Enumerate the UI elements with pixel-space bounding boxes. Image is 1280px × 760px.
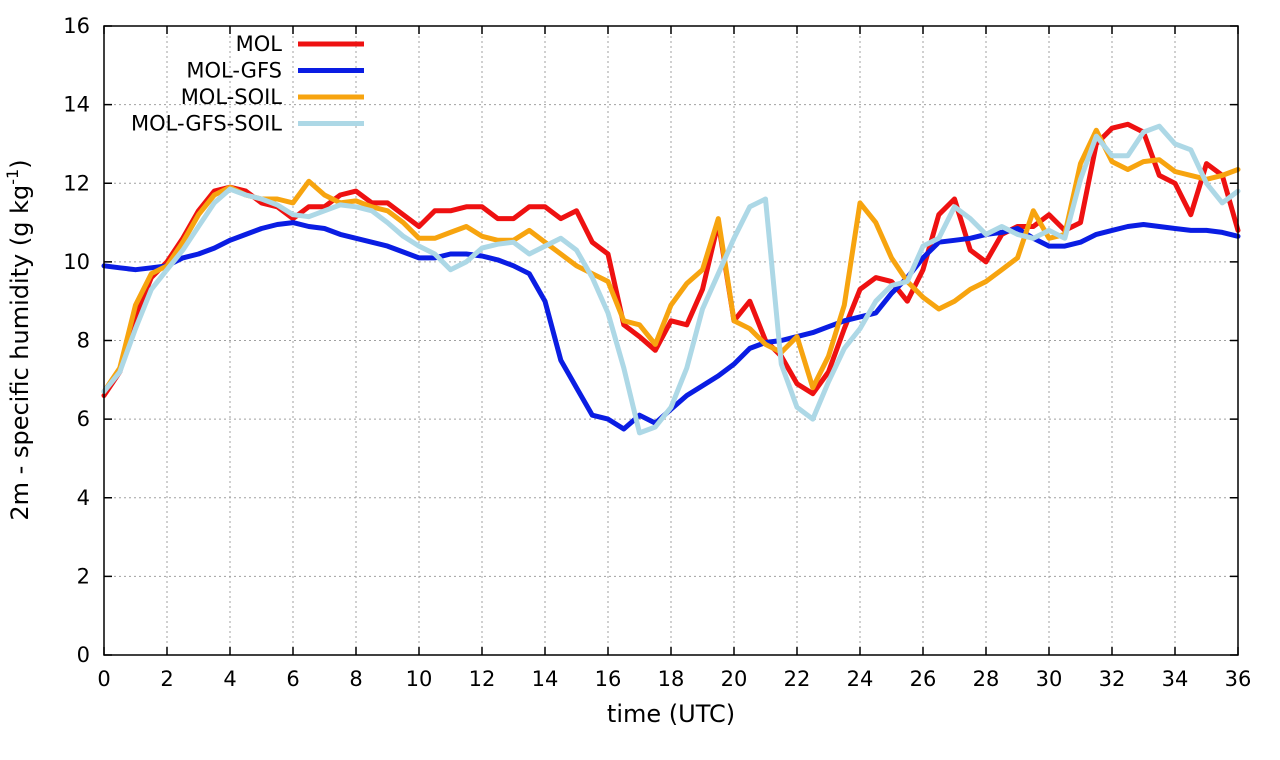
legend-label-mol-gfs: MOL-GFS <box>186 59 282 83</box>
x-tick-label: 28 <box>973 667 1000 691</box>
y-axis-title-superscript: -1 <box>3 169 22 185</box>
legend-label-mol-soil: MOL-SOIL <box>181 85 283 109</box>
y-axis-title: 2m - specific humidity (g kg-1) <box>3 159 34 520</box>
y-axis-title-main: 2m - specific humidity (g kg <box>6 185 34 521</box>
y-tick-label: 4 <box>77 486 90 510</box>
x-tick-label: 34 <box>1162 667 1189 691</box>
y-tick-label: 6 <box>77 407 90 431</box>
x-tick-labels: 0 2 4 6 8 10 12 14 16 18 20 22 24 26 28 30 32 34 36 <box>97 667 1251 691</box>
x-tick-label: 4 <box>223 667 236 691</box>
y-tick-label: 10 <box>63 250 90 274</box>
x-tick-label: 0 <box>97 667 110 691</box>
y-tick-label: 2 <box>77 564 90 588</box>
x-tick-label: 24 <box>847 667 874 691</box>
series-layer <box>101 121 1241 436</box>
x-tick-label: 16 <box>595 667 622 691</box>
y-tick-label: 16 <box>63 14 90 38</box>
x-tick-label: 26 <box>910 667 937 691</box>
grid <box>104 26 1238 655</box>
series-line-mol-gfs-soil <box>101 123 1241 436</box>
x-axis-title: time (UTC) <box>607 700 735 728</box>
y-axis-title-close: ) <box>6 159 34 168</box>
x-tick-label: 12 <box>469 667 496 691</box>
x-tick-label: 36 <box>1225 667 1252 691</box>
x-tick-label: 30 <box>1036 667 1063 691</box>
y-tick-label: 14 <box>63 93 90 117</box>
x-tick-label: 32 <box>1099 667 1126 691</box>
y-tick-labels: 0 2 4 6 8 10 12 14 16 <box>63 14 90 667</box>
y-tick-label: 12 <box>63 171 90 195</box>
legend-label-mol-gfs-soil: MOL-GFS-SOIL <box>131 112 282 136</box>
x-tick-label: 22 <box>784 667 811 691</box>
x-tick-label: 20 <box>721 667 748 691</box>
x-tick-label: 6 <box>286 667 299 691</box>
series-line-mol <box>101 121 1241 398</box>
y-tick-label: 8 <box>77 329 90 353</box>
x-tick-label: 10 <box>406 667 433 691</box>
legend-label-mol: MOL <box>236 32 283 56</box>
x-tick-label: 18 <box>658 667 685 691</box>
x-tick-label: 14 <box>532 667 559 691</box>
x-tick-label: 2 <box>160 667 173 691</box>
series-line-mol-soil <box>101 127 1241 395</box>
x-tick-label: 8 <box>349 667 362 691</box>
axis-ticks <box>103 25 1239 656</box>
y-tick-label: 0 <box>77 643 90 667</box>
